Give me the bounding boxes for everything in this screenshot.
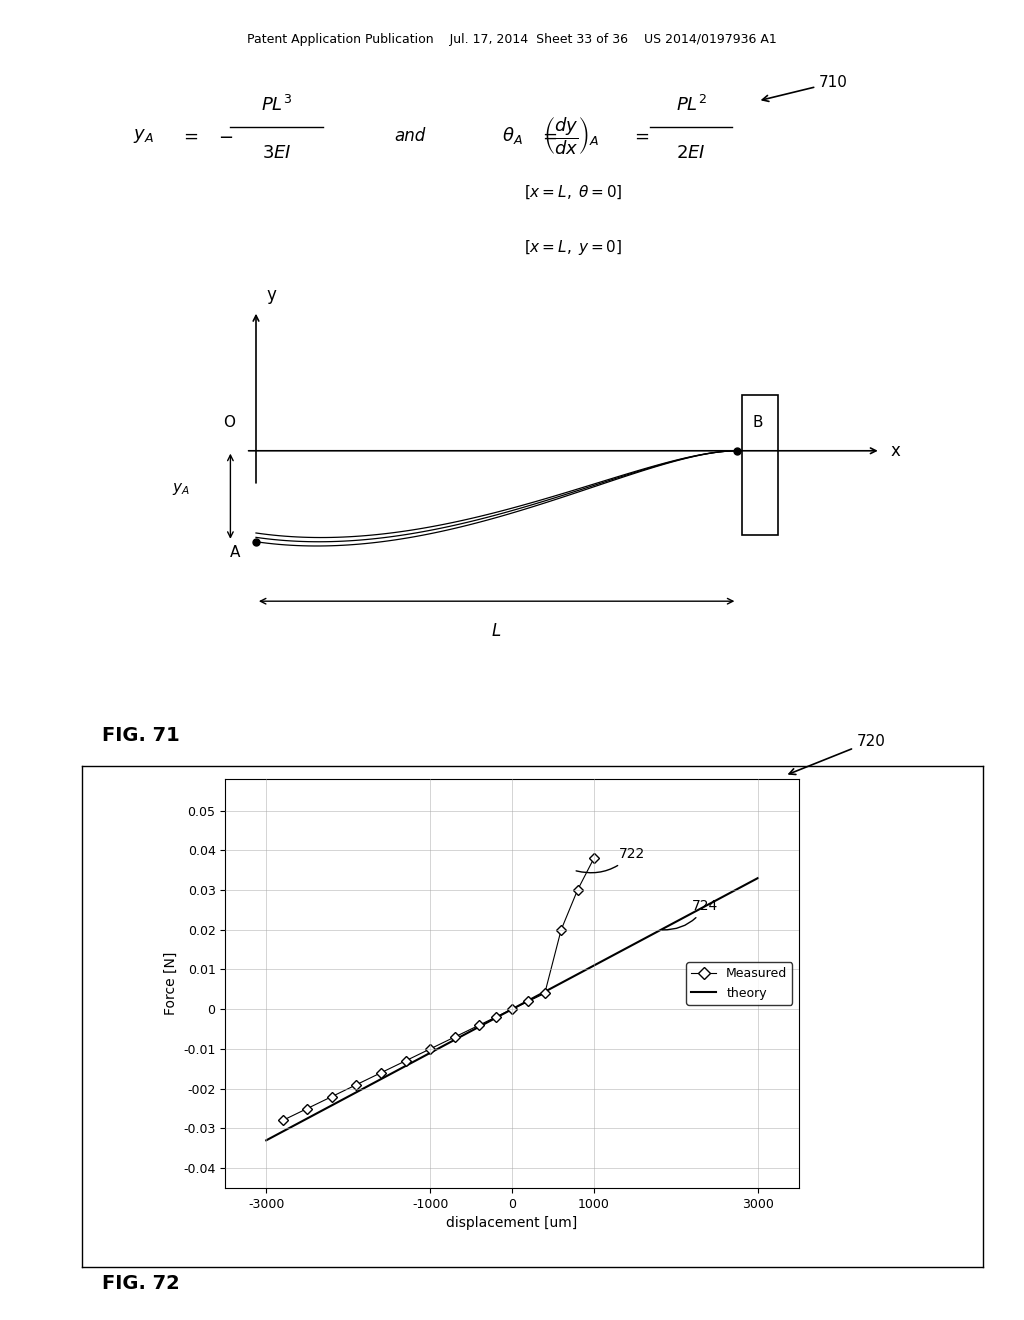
Measured [506,1002,518,1018]
X-axis label: displacement [um]: displacement [um] [446,1216,578,1230]
Measured [399,1053,412,1069]
Text: $[ x = L,\; y = 0]$: $[ x = L,\; y = 0]$ [524,239,623,257]
Text: $PL^2$: $PL^2$ [676,95,707,115]
Text: $2EI$: $2EI$ [677,144,706,162]
Text: $=$: $=$ [539,127,557,145]
Line: Measured: Measured [280,855,597,1123]
Text: 724: 724 [663,899,719,929]
Measured [555,921,567,937]
Legend: Measured, theory: Measured, theory [686,962,793,1005]
Measured [301,1101,313,1117]
Y-axis label: Force [N]: Force [N] [164,952,177,1015]
Text: $\theta_A$: $\theta_A$ [502,125,522,147]
Measured [588,850,600,866]
Text: and: and [394,127,425,145]
Text: x: x [891,442,901,459]
Text: $y_A$: $y_A$ [133,127,154,145]
Bar [742,395,778,535]
Text: L: L [492,622,502,640]
Text: O: O [223,416,236,430]
Measured [489,1010,502,1026]
Text: $=$: $=$ [631,127,649,145]
Text: $y_A$: $y_A$ [171,482,189,498]
Measured [522,994,535,1010]
Measured [449,1030,461,1045]
Measured [375,1065,387,1081]
Text: $[ x = L,\; \theta = 0]$: $[ x = L,\; \theta = 0]$ [524,183,623,201]
Text: y: y [266,286,276,304]
Text: $\left(\dfrac{dy}{dx}\right)_A$: $\left(\dfrac{dy}{dx}\right)_A$ [543,115,600,157]
Measured [473,1018,485,1034]
Text: $PL^3$: $PL^3$ [261,95,292,115]
Text: 720: 720 [790,734,886,775]
Measured [326,1089,338,1105]
Text: $=$: $=$ [180,127,199,145]
Text: A: A [230,545,241,560]
Measured [350,1077,362,1093]
Text: B: B [753,416,763,430]
Text: $-$: $-$ [218,127,232,145]
Text: Patent Application Publication    Jul. 17, 2014  Sheet 33 of 36    US 2014/01979: Patent Application Publication Jul. 17, … [247,33,777,46]
Text: 710: 710 [762,75,848,102]
Text: FIG. 72: FIG. 72 [102,1274,180,1292]
Text: 722: 722 [577,847,645,873]
Measured [276,1113,289,1129]
Measured [539,986,551,1002]
Measured [571,882,584,898]
Text: FIG. 71: FIG. 71 [102,726,180,744]
Text: $3EI$: $3EI$ [262,144,291,162]
Measured [424,1041,436,1057]
